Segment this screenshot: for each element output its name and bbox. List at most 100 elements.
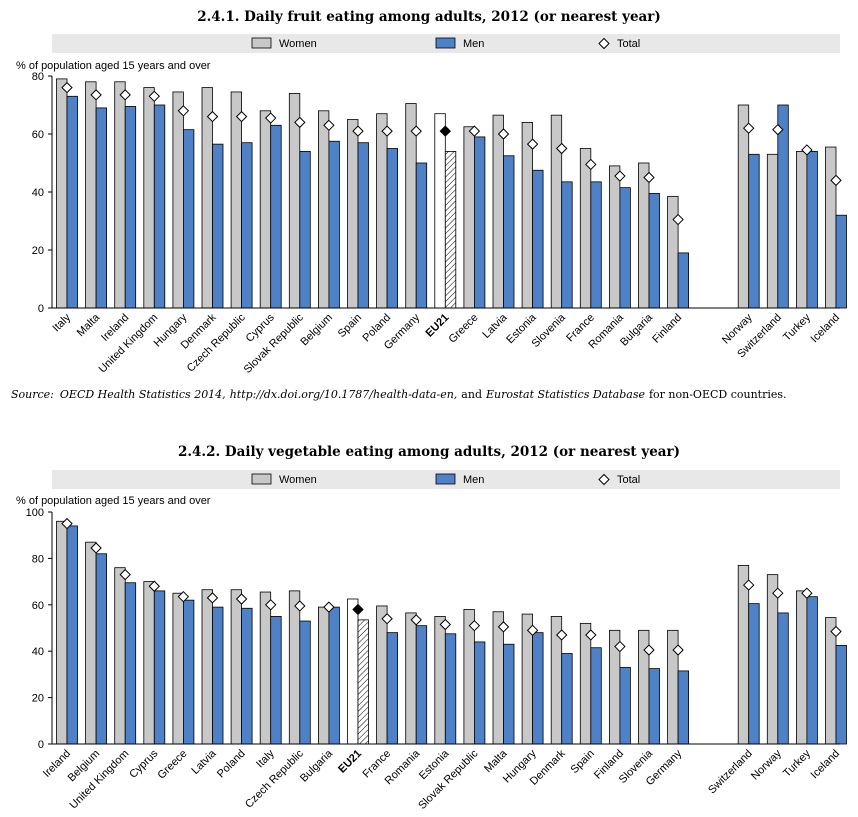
bar-women-italy — [56, 78, 68, 309]
bar-men-greece — [182, 599, 195, 745]
bar-men-italy — [66, 95, 78, 309]
marker-total-slovak-republic — [294, 116, 306, 129]
bar-men-germany — [415, 162, 428, 309]
category-label: Cyprus — [127, 747, 160, 780]
marker-total-iceland — [830, 625, 842, 638]
marker-total-ireland — [119, 89, 131, 101]
bar-men-finland — [619, 667, 631, 745]
bar-men-turkey — [806, 150, 818, 309]
chart1-legend-total-label: Total — [617, 38, 640, 50]
bar-men-estonia — [444, 633, 457, 745]
marker-total-eu21 — [352, 603, 364, 616]
bar-men-hungary — [182, 129, 195, 309]
marker-total-finland — [672, 213, 684, 226]
category-label: Italy — [50, 311, 73, 334]
marker-total-norway — [742, 122, 755, 134]
marker-total-estonia — [439, 618, 452, 631]
category-label: Italy — [254, 747, 277, 770]
chart2-legend-total-label: Total — [617, 474, 640, 486]
bar-men-slovenia — [648, 668, 660, 745]
marker-total-poland — [235, 593, 248, 605]
category-label: Switzerland — [706, 748, 755, 797]
marker-total-switzerland — [742, 579, 755, 591]
marker-total-estonia — [526, 138, 539, 150]
bar-women-iceland — [825, 146, 837, 309]
bar-men-estonia — [532, 169, 544, 309]
marker-total-france — [381, 613, 393, 625]
chart1-title: 2.4.1. Daily fruit eating among adults, … — [197, 9, 661, 25]
marker-total-hungary — [177, 105, 190, 117]
category-label: Bulgaria — [298, 747, 336, 785]
bar-men-germany — [677, 670, 689, 745]
bar-men-finland — [677, 252, 689, 309]
chart2-y-axis-title: % of population aged 15 years and over — [16, 495, 211, 507]
y-tick-label: 60 — [32, 600, 44, 612]
bar-men-malta — [503, 643, 515, 745]
marker-total-malta — [497, 621, 510, 633]
chart2-title: 2.4.2. Daily vegetable eating among adul… — [178, 444, 680, 460]
bar-women-greece — [463, 126, 475, 309]
marker-total-turkey — [801, 587, 813, 599]
bar-men-france — [386, 632, 399, 745]
bar-men-denmark — [561, 653, 573, 745]
bar-men-france — [590, 181, 602, 309]
bar-women-greece — [172, 592, 184, 745]
marker-total-turkey — [801, 144, 813, 156]
bar-men-latvia — [503, 155, 515, 309]
bar-women-eu21 — [347, 598, 359, 745]
bar-men-greece — [473, 136, 486, 309]
bar-men-bulgaria — [328, 606, 340, 745]
bar-women-cyprus — [143, 581, 155, 745]
bar-women-turkey — [796, 590, 808, 745]
marker-total-latvia — [206, 592, 219, 604]
bar-men-norway — [777, 612, 789, 745]
marker-total-latvia — [497, 128, 510, 140]
bar-women-spain — [347, 119, 359, 309]
bar-women-poland — [230, 589, 243, 745]
bar-women-france — [376, 605, 388, 745]
bar-women-malta — [492, 611, 504, 745]
bar-men-cyprus — [153, 590, 166, 745]
bar-men-turkey — [806, 596, 818, 745]
marker-total-denmark — [206, 110, 219, 123]
bar-women-finland — [667, 195, 679, 309]
bar-women-bulgaria — [317, 606, 330, 745]
bar-women-ireland — [114, 81, 126, 309]
marker-total-spain — [585, 629, 597, 641]
bar-women-united-kingdom — [143, 87, 155, 309]
bar-women-hungary — [172, 91, 184, 309]
y-tick-label: 40 — [32, 187, 44, 199]
chart1-legend-total-marker — [598, 37, 610, 50]
bar-men-czech-republic — [299, 620, 311, 745]
marker-total-united-kingdom — [148, 90, 161, 103]
bar-men-romania — [619, 187, 631, 309]
marker-total-norway — [772, 587, 784, 599]
marker-total-greece — [177, 590, 190, 603]
bar-women-czech-republic — [288, 590, 301, 745]
chart1-legend-women-label: Women — [279, 38, 317, 50]
source-text-3: for non-OECD countries. — [649, 388, 787, 401]
bar-men-norway — [748, 153, 760, 309]
marker-total-germany — [672, 644, 684, 656]
bar-men-belgium — [95, 553, 107, 745]
bar-women-cyprus — [259, 110, 272, 309]
y-tick-label: 20 — [32, 693, 44, 705]
bar-women-spain — [579, 622, 592, 745]
y-tick-label: 60 — [32, 129, 44, 141]
bar-men-belgium — [328, 140, 340, 309]
chart2-legend-total-marker — [598, 473, 610, 486]
category-label: Iceland — [809, 312, 843, 346]
category-label: Turkey — [781, 747, 813, 779]
marker-total-belgium — [90, 542, 102, 554]
chart2-legend-men-label: Men — [463, 474, 484, 486]
bar-men-united-kingdom — [124, 582, 137, 745]
source-note: Source: OECD Health Statistics 2014, http:… — [11, 388, 787, 401]
marker-total-malta — [90, 89, 102, 101]
bar-men-ireland — [66, 525, 78, 745]
marker-total-ireland — [61, 517, 73, 530]
y-tick-label: 0 — [38, 739, 44, 751]
bar-men-denmark — [212, 143, 224, 309]
bar-women-romania — [609, 165, 621, 309]
